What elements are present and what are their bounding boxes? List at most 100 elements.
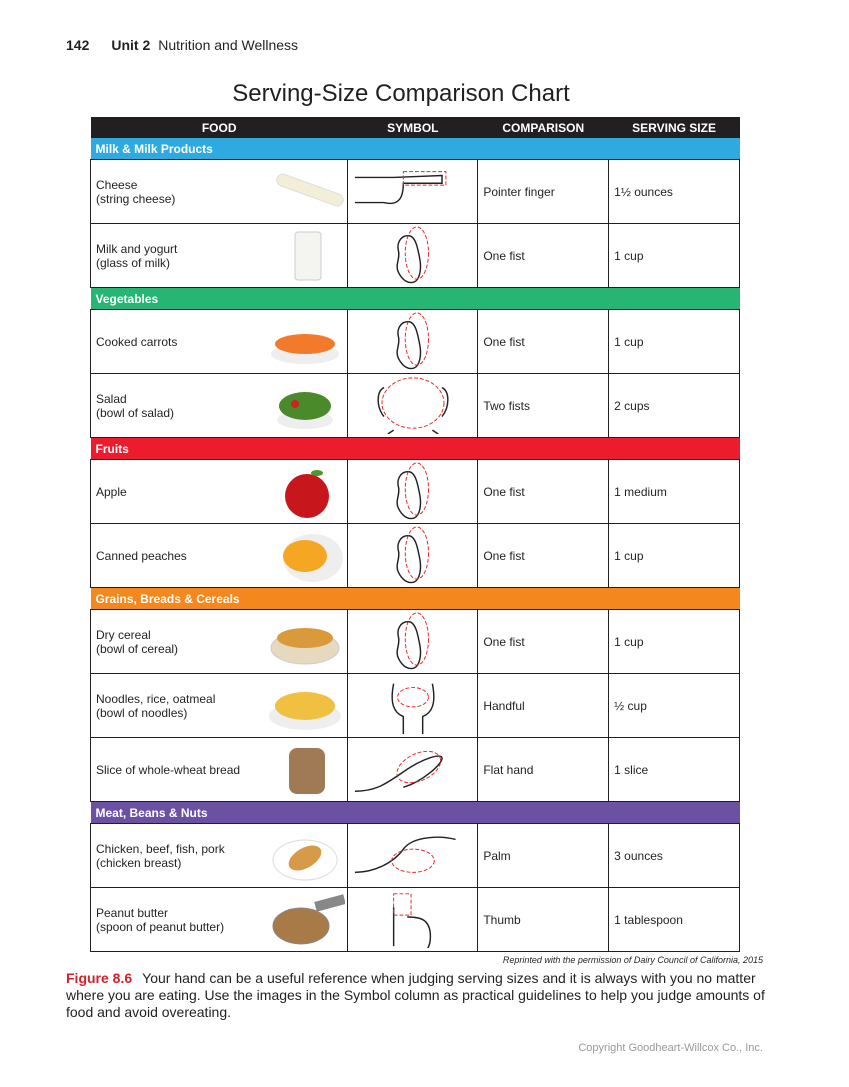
serving-size-cell: 1 cup: [608, 223, 740, 288]
serving-size-cell: 1½ ounces: [608, 159, 740, 224]
comparison-cell: Thumb: [477, 887, 610, 952]
food-cell: Salad (bowl of salad): [89, 373, 349, 438]
symbol-cell: [347, 609, 479, 674]
comparison-cell: Two fists: [477, 373, 610, 438]
food-name: (chicken breast): [96, 855, 182, 870]
food-cell: Dry cereal (bowl of cereal): [89, 609, 349, 674]
flat-hand-icon: [354, 750, 443, 792]
comparison-cell: One fist: [477, 523, 610, 588]
salad-image: [277, 392, 334, 429]
food-name: Canned peaches: [96, 548, 187, 563]
symbol-cell: [347, 523, 479, 588]
serving-size-cell: 1 cup: [608, 309, 740, 374]
col-serving-size: SERVING SIZE: [608, 117, 740, 138]
food-name: (bowl of noodles): [96, 705, 188, 720]
table-row: Cheese (string cheese) Pointer finger 1½ ou…: [89, 159, 740, 224]
food-name: Milk and yogurt: [96, 241, 178, 256]
food-name: (spoon of peanut butter): [96, 919, 225, 934]
col-comparison: COMPARISON: [477, 117, 609, 138]
comparison-cell: One fist: [477, 609, 610, 674]
section-row: Fruits: [90, 437, 740, 460]
string-cheese-image: [276, 173, 345, 207]
unit-label: Unit 2: [111, 37, 151, 53]
table-header: FOOD SYMBOL COMPARISON SERVING SIZE: [90, 117, 740, 138]
table-row: Cooked carrots One fist 1 cup: [89, 309, 740, 374]
chicken-breast-image: [272, 839, 338, 881]
serving-size-cell: 1 cup: [608, 523, 740, 588]
food-name: Cooked carrots: [96, 334, 178, 349]
food-name: (glass of milk): [96, 255, 171, 270]
food-cell: Chicken, beef, fish, pork (chicken breast…: [89, 823, 349, 888]
noodles-image: [269, 692, 342, 730]
symbol-cell: [347, 459, 479, 524]
carrots-image: [271, 334, 340, 364]
table-row: Slice of whole-wheat bread Flat hand 1 sli…: [89, 737, 740, 802]
food-cell: Peanut butter (spoon of peanut butter): [89, 887, 349, 952]
table-row: Noodles, rice, oatmeal (bowl of noodles) H…: [89, 673, 740, 738]
food-name: (string cheese): [96, 191, 176, 206]
comparison-cell: One fist: [477, 459, 610, 524]
fist-icon: [396, 462, 429, 520]
figure-label: Figure 8.6: [66, 970, 133, 986]
running-header: 142 Unit 2 Nutrition and Wellness: [66, 37, 298, 53]
peaches-image: [283, 534, 344, 582]
symbol-cell: [347, 737, 479, 802]
serving-size-cell: 1 cup: [608, 609, 740, 674]
symbol-cell: [347, 309, 479, 374]
table-row: Salad (bowl of salad) Two fists 2 cups: [89, 373, 740, 438]
thumb-icon: [392, 893, 431, 957]
symbol-cell: [347, 159, 479, 224]
comparison-cell: One fist: [477, 223, 610, 288]
food-name: Peanut butter: [96, 905, 169, 920]
table-row: Chicken, beef, fish, pork (chicken breast…: [89, 823, 740, 888]
table-row: Peanut butter (spoon of peanut butter) Thu…: [89, 887, 740, 957]
serving-size-cell: 1 slice: [608, 737, 740, 802]
comparison-cell: Pointer finger: [477, 159, 610, 224]
table-row: Apple One fist 1 medium: [89, 459, 740, 524]
fist-icon: [396, 312, 429, 370]
serving-size-cell: 2 cups: [608, 373, 740, 438]
food-name: Dry cereal: [96, 627, 151, 642]
section-row: Meat, Beans & Nuts: [90, 801, 740, 824]
page-number: 142: [66, 37, 90, 53]
pointer-finger-icon: [354, 171, 447, 205]
copyright: Copyright Goodheart-Willcox Co., Inc.: [578, 1042, 763, 1054]
section-header: Milk & Milk Products: [90, 138, 740, 160]
food-name: Salad: [96, 391, 127, 406]
serving-size-table: FOOD SYMBOL COMPARISON SERVING SIZE Milk…: [89, 117, 740, 957]
table-row: Canned peaches One fist 1 cup: [89, 523, 740, 588]
section-header: Grains, Breads & Cereals: [90, 587, 740, 610]
food-cell: Canned peaches: [89, 523, 349, 588]
symbol-cell: [347, 887, 479, 957]
comparison-cell: Palm: [477, 823, 610, 888]
serving-size-cell: ½ cup: [608, 673, 740, 738]
table-row: Dry cereal (bowl of cereal) One fist 1 cup: [89, 609, 740, 674]
section-row: Grains, Breads & Cereals: [90, 587, 740, 610]
food-name: Noodles, rice, oatmeal: [96, 691, 216, 706]
section-row: Milk & Milk Products: [90, 138, 740, 160]
food-cell: Apple: [89, 459, 349, 524]
credit-line: Reprinted with the permission of Dairy C…: [502, 955, 763, 965]
symbol-cell: [347, 673, 479, 738]
serving-size-cell: 1 tablespoon: [608, 887, 740, 952]
food-name: (bowl of salad): [96, 405, 175, 420]
food-cell: Milk and yogurt (glass of milk): [89, 223, 349, 288]
serving-size-cell: 1 medium: [608, 459, 740, 524]
apple-image: [285, 470, 330, 518]
serving-size-cell: 3 ounces: [608, 823, 740, 888]
comparison-cell: One fist: [477, 309, 610, 374]
food-cell: Slice of whole-wheat bread: [89, 737, 349, 802]
fist-icon: [396, 526, 429, 584]
symbol-cell: [347, 223, 479, 288]
figure-caption: Figure 8.6 Your hand can be a useful refe…: [66, 970, 766, 1021]
food-name: Apple: [96, 484, 127, 499]
food-cell: Cooked carrots: [89, 309, 349, 374]
comparison-cell: Handful: [477, 673, 610, 738]
chart-title: Serving-Size Comparison Chart: [232, 80, 570, 107]
caption-text: Your hand can be a useful reference when…: [66, 970, 765, 1020]
symbol-cell: [347, 823, 479, 888]
unit-title: Nutrition and Wellness: [158, 37, 299, 53]
symbol-cell: [347, 373, 479, 438]
col-food: FOOD: [90, 117, 348, 138]
